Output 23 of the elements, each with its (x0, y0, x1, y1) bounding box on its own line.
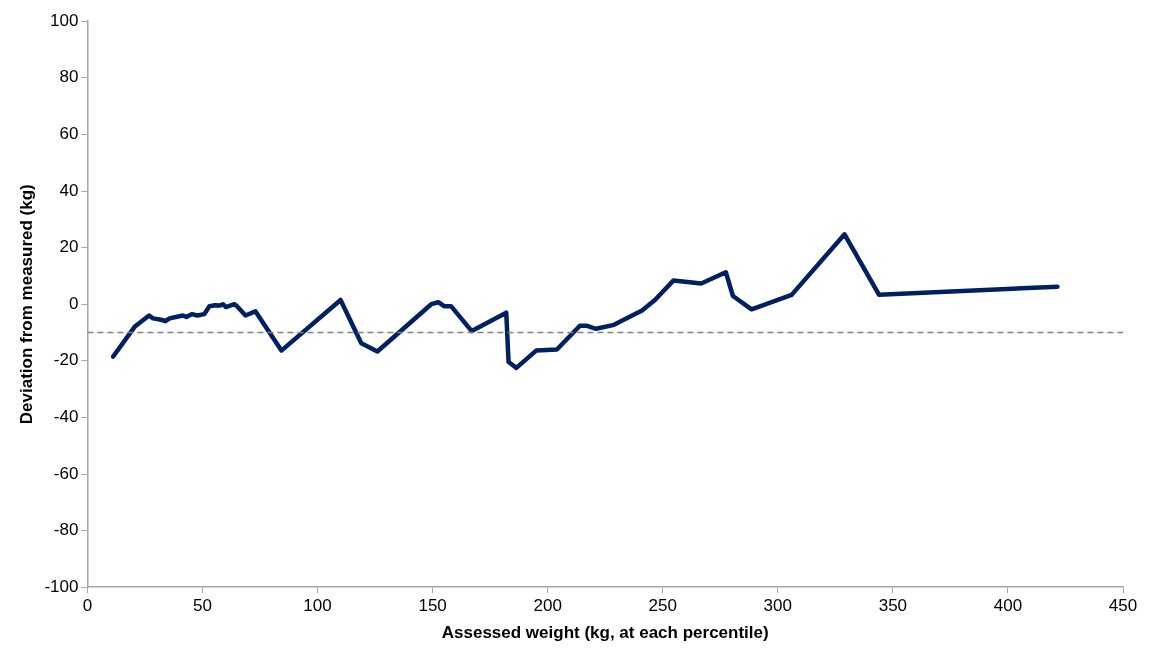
y-tick-label: 40 (59, 180, 79, 200)
x-tick-label: 400 (993, 596, 1023, 616)
y-tick-label: 80 (59, 67, 79, 87)
y-tick-label: 0 (68, 293, 79, 313)
x-tick-label: 50 (193, 596, 212, 616)
x-axis-title: Assessed weight (kg, at each percentile) (441, 623, 769, 643)
y-tick-label: -20 (53, 350, 79, 370)
x-tick-label: 200 (533, 596, 562, 616)
x-tick-label: 300 (763, 596, 792, 616)
y-tick-label: -80 (53, 520, 79, 540)
y-tick-label: -40 (53, 407, 79, 427)
x-tick-label: 150 (418, 596, 447, 616)
x-tick-label: 250 (648, 596, 677, 616)
y-tick-label: -60 (53, 463, 79, 483)
x-tick-label: 100 (303, 596, 332, 616)
x-tick-label: 0 (82, 596, 93, 616)
y-axis-title: Deviation from measured (kg) (16, 184, 36, 425)
x-tick-label: 350 (878, 596, 908, 616)
y-tick-label: 20 (59, 237, 79, 257)
x-tick-label: 450 (1108, 596, 1138, 616)
y-tick-label: 100 (50, 10, 79, 30)
y-tick-label: 60 (59, 124, 79, 144)
y-tick-label: -100 (44, 576, 79, 596)
